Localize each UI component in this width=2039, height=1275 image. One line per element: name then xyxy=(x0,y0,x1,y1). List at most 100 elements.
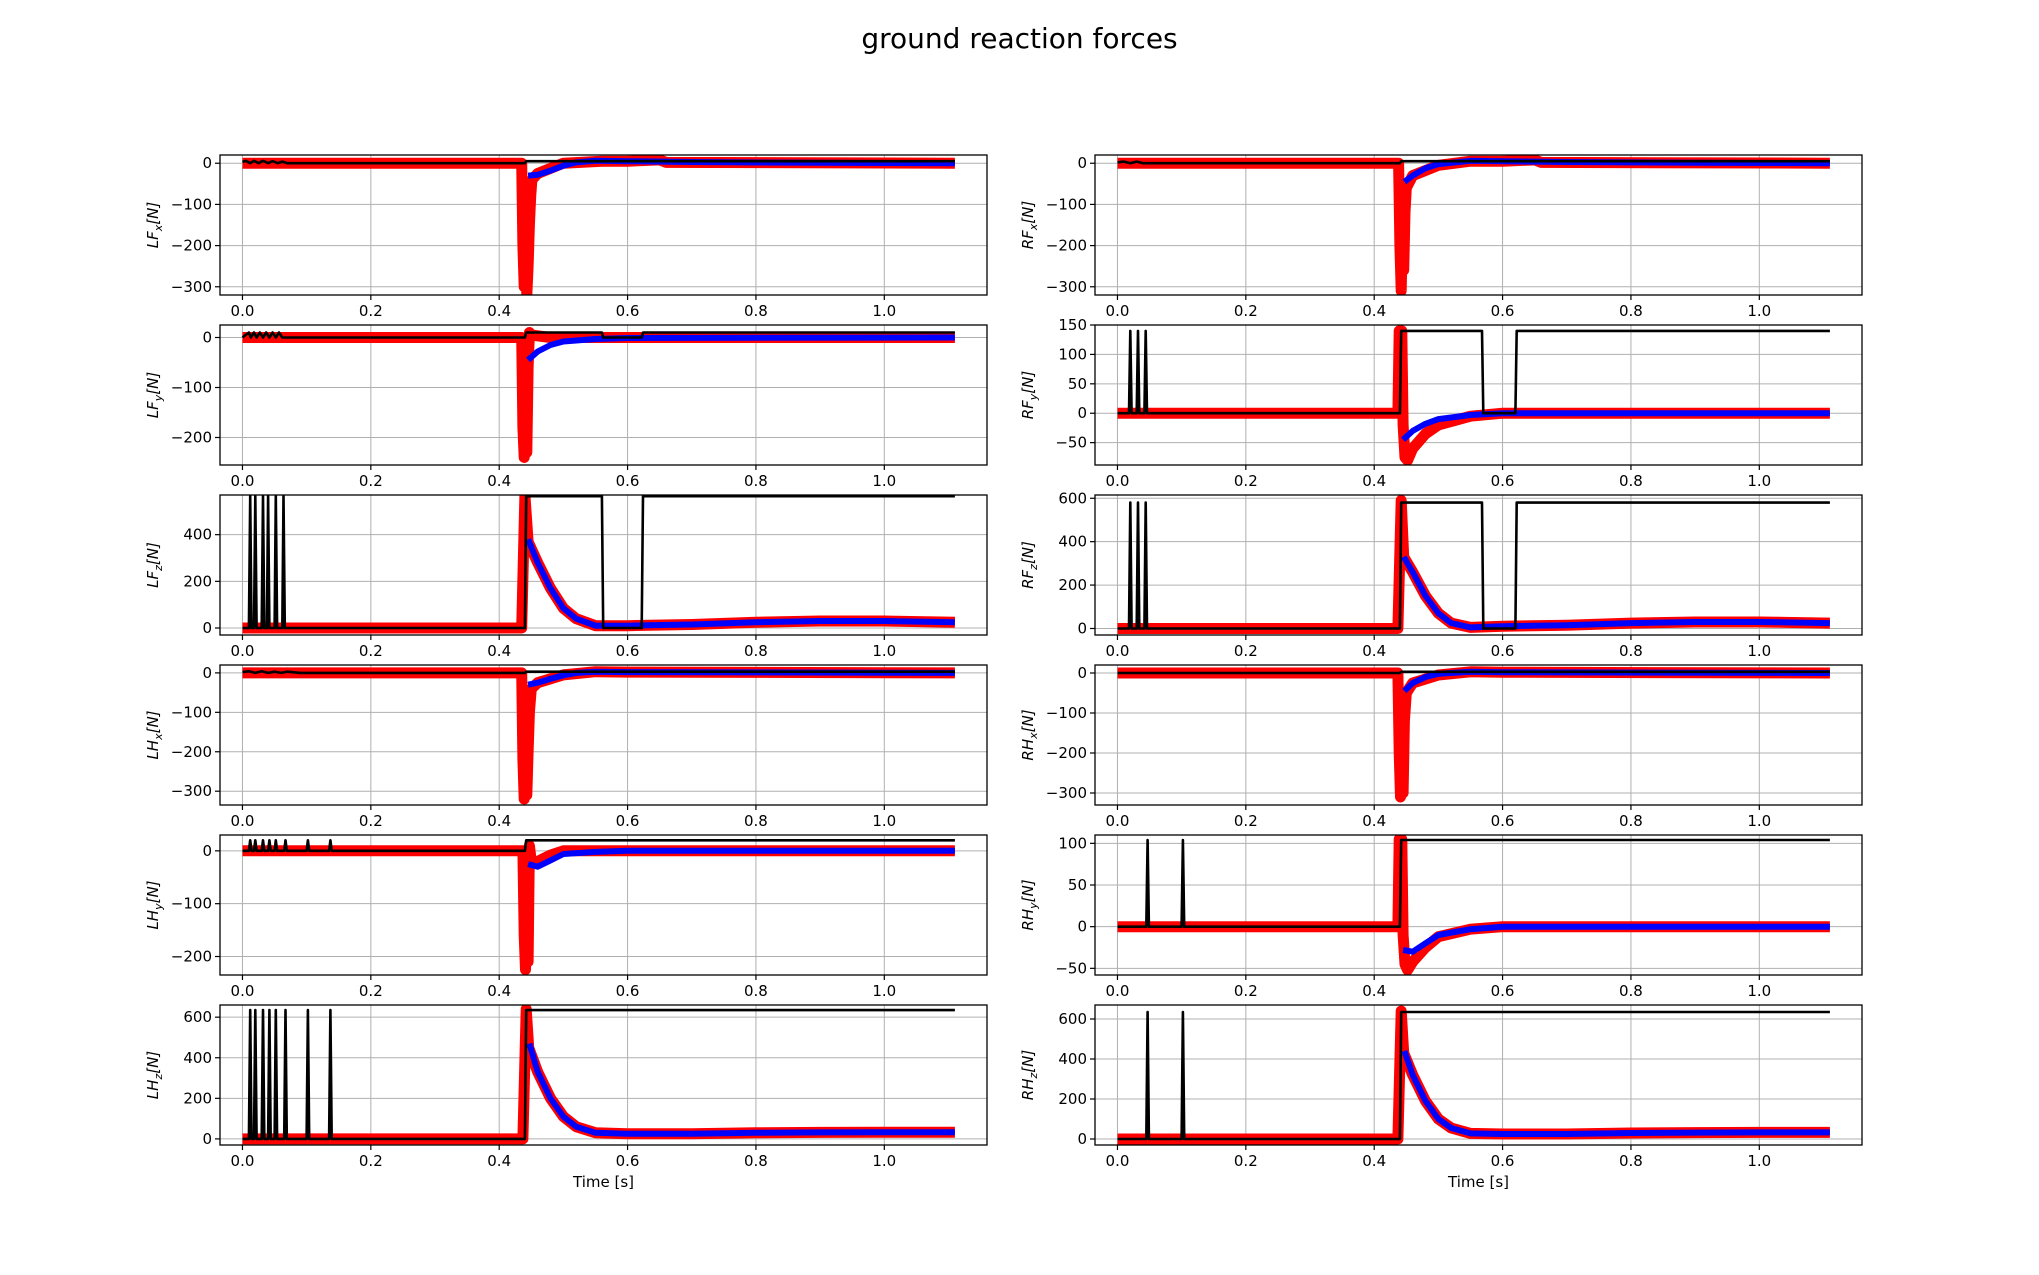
x-tick-label: 0.2 xyxy=(1234,472,1258,490)
series-line-2 xyxy=(526,1042,955,1137)
y-axis-label: LFz[N] xyxy=(144,542,165,588)
series-line-3 xyxy=(242,670,955,675)
y-tick-label: 100 xyxy=(1058,345,1087,363)
plot-area xyxy=(1117,495,1830,634)
y-axis-label: RHy[N] xyxy=(1019,879,1040,930)
series-line-3 xyxy=(1117,670,1830,675)
x-tick-label: 0.8 xyxy=(1619,642,1643,660)
plot-area xyxy=(242,839,955,975)
x-tick-label: 0.8 xyxy=(1619,812,1643,830)
x-tick-label: 0.8 xyxy=(744,1152,768,1170)
x-tick-label: 0.6 xyxy=(616,1152,640,1170)
y-tick-label: −100 xyxy=(1046,195,1087,213)
subplot-4: 0.0 0.2 0.4 0.6 0.8 1.0 150 100 50 0 −50 RFy[N] xyxy=(1019,316,1863,490)
y-tick-label: 0 xyxy=(1077,664,1087,682)
y-axis-label: LFy[N] xyxy=(144,372,165,419)
x-tick-label: 0.6 xyxy=(1491,642,1515,660)
x-tick-label: 0.6 xyxy=(616,302,640,320)
x-tick-label: 0.0 xyxy=(231,472,255,490)
axes-frame xyxy=(1094,324,1863,466)
x-tick-label: 0.4 xyxy=(1362,302,1386,320)
series-line-1 xyxy=(1117,666,1830,803)
x-tick-label: 0.0 xyxy=(1106,472,1130,490)
x-tick-label: 0.2 xyxy=(359,1152,383,1170)
y-tick-label: −200 xyxy=(1046,744,1087,762)
series-line-2 xyxy=(1402,668,1830,694)
plot-area xyxy=(242,1005,955,1145)
series-line-3 xyxy=(242,159,955,165)
y-tick-label: 200 xyxy=(183,1089,212,1107)
x-tick-label: 0.2 xyxy=(359,302,383,320)
y-tick-label: −100 xyxy=(171,895,212,913)
series-line-3 xyxy=(242,1008,955,1141)
x-tick-label: 0.8 xyxy=(744,472,768,490)
x-tick-label: 0.8 xyxy=(1619,302,1643,320)
x-tick-label: 0.6 xyxy=(616,472,640,490)
x-tick-label: 0.2 xyxy=(359,472,383,490)
axes-frame xyxy=(219,324,988,466)
x-tick-label: 0.8 xyxy=(744,812,768,830)
y-tick-label: 600 xyxy=(1058,1010,1087,1028)
x-tick-label: 0.0 xyxy=(231,642,255,660)
series-line-3 xyxy=(241,331,955,339)
x-axis-label: Time [s] xyxy=(572,1173,634,1191)
x-tick-label: 0.6 xyxy=(616,982,640,1000)
series-line-3 xyxy=(1117,501,1830,630)
x-tick-label: 1.0 xyxy=(872,982,896,1000)
x-tick-label: 0.0 xyxy=(1106,982,1130,1000)
series-line-3 xyxy=(1117,159,1830,165)
x-tick-label: 1.0 xyxy=(1747,982,1771,1000)
x-tick-label: 0.6 xyxy=(1491,982,1515,1000)
series-line-1 xyxy=(242,666,955,805)
y-tick-label: 400 xyxy=(183,1049,212,1067)
series-line-1 xyxy=(1117,835,1830,975)
subplot-1: 0.0 0.2 0.4 0.6 0.8 1.0 0 −100 −200 −300 LFx[N] xyxy=(144,154,988,320)
y-tick-label: −100 xyxy=(171,195,212,213)
y-tick-label: 400 xyxy=(183,526,212,544)
y-axis-label: LHz[N] xyxy=(144,1051,165,1099)
axes-frame xyxy=(1094,834,1863,976)
x-tick-label: 0.0 xyxy=(231,1152,255,1170)
series-line-3 xyxy=(1117,838,1830,928)
x-tick-label: 0.2 xyxy=(1234,642,1258,660)
x-tick-label: 0.4 xyxy=(1362,472,1386,490)
series-line-3 xyxy=(1117,1010,1830,1141)
y-tick-label: 0 xyxy=(202,154,212,172)
subplot-12: 0.0 0.2 0.4 0.6 0.8 1.0 0 200 400 600 RHz[N] Time [… xyxy=(1019,1004,1863,1191)
series-line-1 xyxy=(1117,325,1830,465)
series-line-1 xyxy=(242,155,955,295)
x-tick-label: 0.4 xyxy=(1362,812,1386,830)
series-line-1 xyxy=(1117,1005,1830,1145)
x-tick-label: 0.6 xyxy=(1491,1152,1515,1170)
x-tick-label: 0.0 xyxy=(1106,642,1130,660)
subplot-10: 0.0 0.2 0.4 0.6 0.8 1.0 100 50 0 −50 RHy[N] xyxy=(1019,834,1863,1000)
y-tick-label: −100 xyxy=(171,703,212,721)
x-tick-label: 1.0 xyxy=(872,812,896,830)
subplot-8: 0.0 0.2 0.4 0.6 0.8 1.0 0 −100 −200 −300 RHx[N] xyxy=(1019,664,1863,830)
y-tick-label: 50 xyxy=(1068,375,1087,393)
y-axis-label: RFz[N] xyxy=(1019,541,1040,589)
x-tick-label: 0.8 xyxy=(1619,1152,1643,1170)
x-tick-label: 0.0 xyxy=(1106,302,1130,320)
series-line-2 xyxy=(525,538,955,629)
y-tick-label: −200 xyxy=(171,743,212,761)
y-tick-label: −100 xyxy=(1046,704,1087,722)
x-tick-label: 0.0 xyxy=(1106,1152,1130,1170)
x-tick-label: 0.6 xyxy=(616,812,640,830)
x-tick-label: 0.8 xyxy=(744,642,768,660)
series-line-2 xyxy=(1401,555,1830,631)
x-tick-label: 0.6 xyxy=(1491,812,1515,830)
x-tick-label: 0.8 xyxy=(1619,472,1643,490)
y-tick-label: −300 xyxy=(1046,784,1087,802)
y-tick-label: −200 xyxy=(171,948,212,966)
x-tick-label: 1.0 xyxy=(872,302,896,320)
y-axis-label: LFx[N] xyxy=(144,202,165,249)
series-line-1 xyxy=(1117,155,1830,295)
series-line-1 xyxy=(242,495,955,634)
y-tick-label: 0 xyxy=(202,1130,212,1148)
y-tick-label: 50 xyxy=(1068,876,1087,894)
y-tick-label: 400 xyxy=(1058,1050,1087,1068)
subplot-7: 0.0 0.2 0.4 0.6 0.8 1.0 0 −100 −200 −300 LHx[N] xyxy=(144,664,988,830)
y-tick-label: 400 xyxy=(1058,533,1087,551)
